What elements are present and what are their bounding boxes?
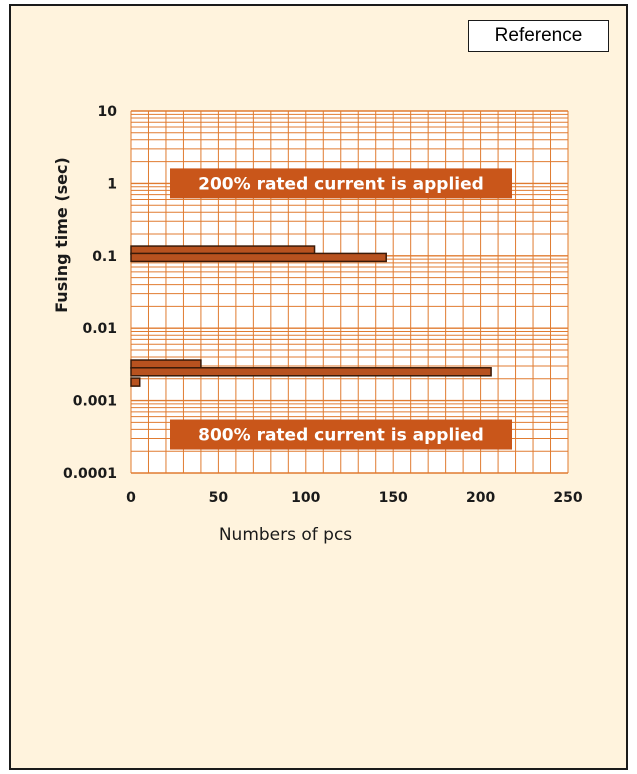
group-banner: [170, 168, 512, 199]
bar: [130, 359, 202, 369]
x-tick-label: 100: [291, 490, 320, 506]
y-tick-label: 0.1: [92, 249, 117, 265]
y-tick-label: 0.01: [82, 321, 117, 337]
bar: [130, 252, 387, 263]
x-axis-title: Numbers of pcs: [219, 525, 352, 545]
group-banner: [170, 419, 512, 450]
y-axis-title: Fusing time (sec): [52, 157, 71, 313]
y-tick-label: 1: [107, 176, 117, 192]
plot-area: [131, 111, 568, 473]
y-tick-label: 10: [98, 104, 118, 120]
bars: [130, 245, 492, 387]
x-tick-label: 50: [209, 490, 229, 506]
y-tick-label: 0.001: [73, 394, 117, 410]
x-tick-label: 150: [379, 490, 408, 506]
x-tick-label: 200: [466, 490, 495, 506]
reference-badge: Reference: [468, 20, 609, 52]
bar: [130, 377, 141, 387]
x-tick-label: 0: [126, 490, 136, 506]
group-banners: 200% rated current is applied 800% rated …: [170, 168, 512, 450]
group-banner-label: 800% rated current is applied: [198, 426, 484, 446]
x-tick-label: 250: [553, 490, 582, 506]
figure-frame: Reference 200% rated current is applied 8…: [9, 4, 628, 770]
group-banner-label: 200% rated current is applied: [198, 174, 484, 194]
y-tick-label: 0.0001: [63, 466, 117, 482]
fusing-time-chart: 200% rated current is applied 800% rated …: [52, 104, 583, 545]
bar: [130, 367, 492, 377]
